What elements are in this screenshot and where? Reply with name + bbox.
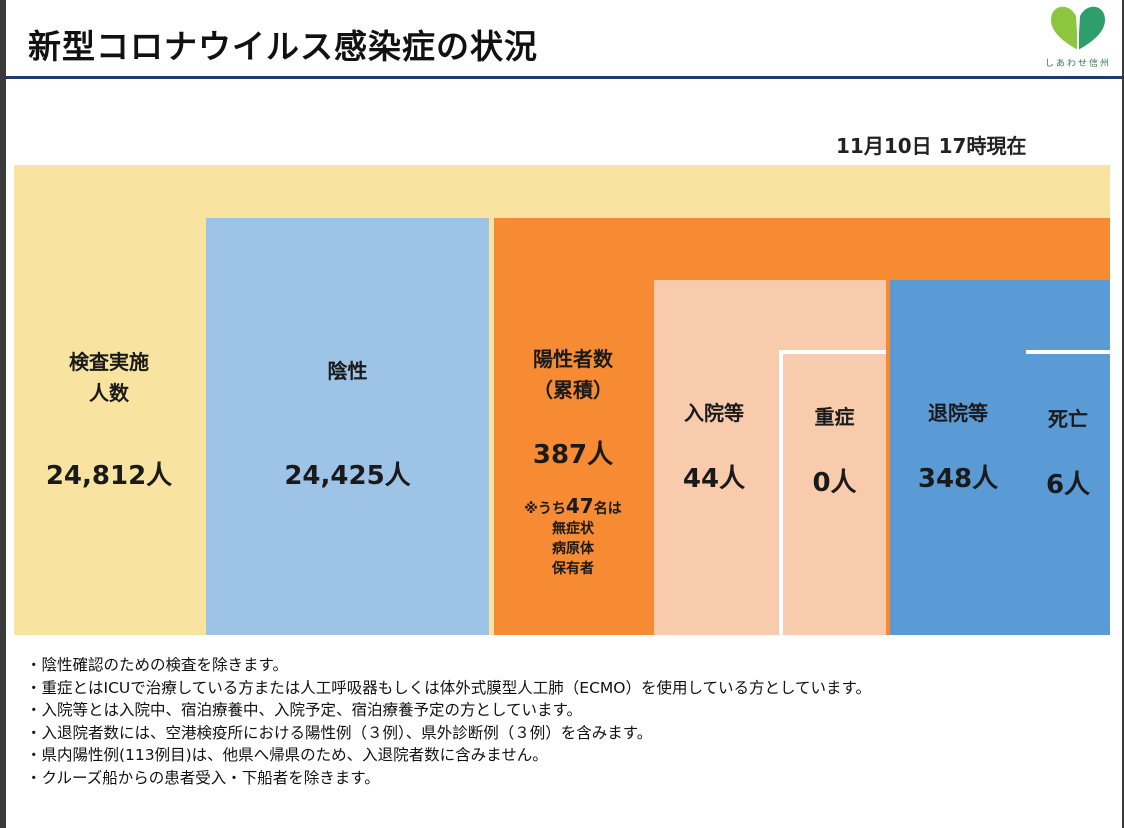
hospitalized-label: 入院等 bbox=[684, 401, 744, 425]
page-title: 新型コロナウイルス感染症の状況 bbox=[28, 27, 538, 66]
logo-text: しあわせ信州 bbox=[1044, 59, 1111, 69]
note-line1: 無症状 bbox=[552, 521, 594, 537]
timestamp: 11月10日 17時現在 bbox=[836, 134, 1027, 158]
footnote: ・陰性確認のための検査を除きます。 bbox=[26, 656, 288, 674]
positive-value: 387人 bbox=[532, 440, 614, 470]
footnote: ・入院等とは入院中、宿泊療養中、入院予定、宿泊療養予定の方としています。 bbox=[26, 701, 582, 719]
severe-label: 重症 bbox=[814, 405, 855, 429]
footnote: ・重症とはICUで治療している方または人工呼吸器もしくは体外式膜型人工肺（ECM… bbox=[26, 678, 871, 697]
deaths-label: 死亡 bbox=[1048, 407, 1088, 431]
title-rule bbox=[6, 76, 1122, 79]
tested-value: 24,812人 bbox=[45, 461, 173, 491]
severe-value: 0人 bbox=[812, 468, 857, 498]
shinshu-logo: しあわせ信州 bbox=[1038, 0, 1118, 72]
footnotes: ・陰性確認のための検査を除きます。 ・重症とはICUで治療している方または人工呼… bbox=[26, 654, 871, 789]
heart-leaf-icon bbox=[1051, 6, 1105, 50]
block-deaths: 死亡 6人 bbox=[1026, 350, 1110, 635]
deaths-value: 6人 bbox=[1045, 470, 1091, 500]
block-severe: 重症 0人 bbox=[779, 350, 886, 635]
note-suffix: 名は bbox=[593, 501, 622, 517]
positive-label-line2: （累積） bbox=[533, 378, 613, 402]
footnote: ・クルーズ船からの患者受入・下船者を除きます。 bbox=[26, 768, 380, 787]
recovered-label: 退院等 bbox=[928, 401, 988, 425]
footnote: ・県内陽性例(113例目)は、他県へ帰県のため、入退院者数に含みません。 bbox=[26, 746, 548, 764]
note-line2: 病原体 bbox=[552, 541, 594, 557]
recovered-value: 348人 bbox=[917, 464, 999, 494]
slide: 新型コロナウイルス感染症の状況 しあわせ信州 11月10日 17時現在 検査実施… bbox=[6, 0, 1122, 828]
note-prefix: ※うち bbox=[524, 501, 566, 517]
tested-label-line1: 検査実施 bbox=[69, 350, 149, 374]
hospitalized-value: 44人 bbox=[682, 464, 746, 494]
footnote: ・入退院者数には、空港検疫所における陽性例（３例）、県外診断例（３例）を含みます… bbox=[26, 723, 653, 742]
asymptomatic-note: ※うち47名は 無症状 病原体 保有者 bbox=[494, 496, 652, 579]
positive-label-line1: 陽性者数 bbox=[533, 347, 613, 371]
negative-label: 陰性 bbox=[327, 359, 368, 383]
negative-value: 24,425人 bbox=[284, 461, 411, 491]
block-negative: 陰性 24,425人 bbox=[206, 218, 489, 635]
tested-label-line2: 人数 bbox=[89, 381, 129, 405]
note-number: 47 bbox=[565, 494, 594, 518]
note-line3: 保有者 bbox=[552, 561, 594, 577]
